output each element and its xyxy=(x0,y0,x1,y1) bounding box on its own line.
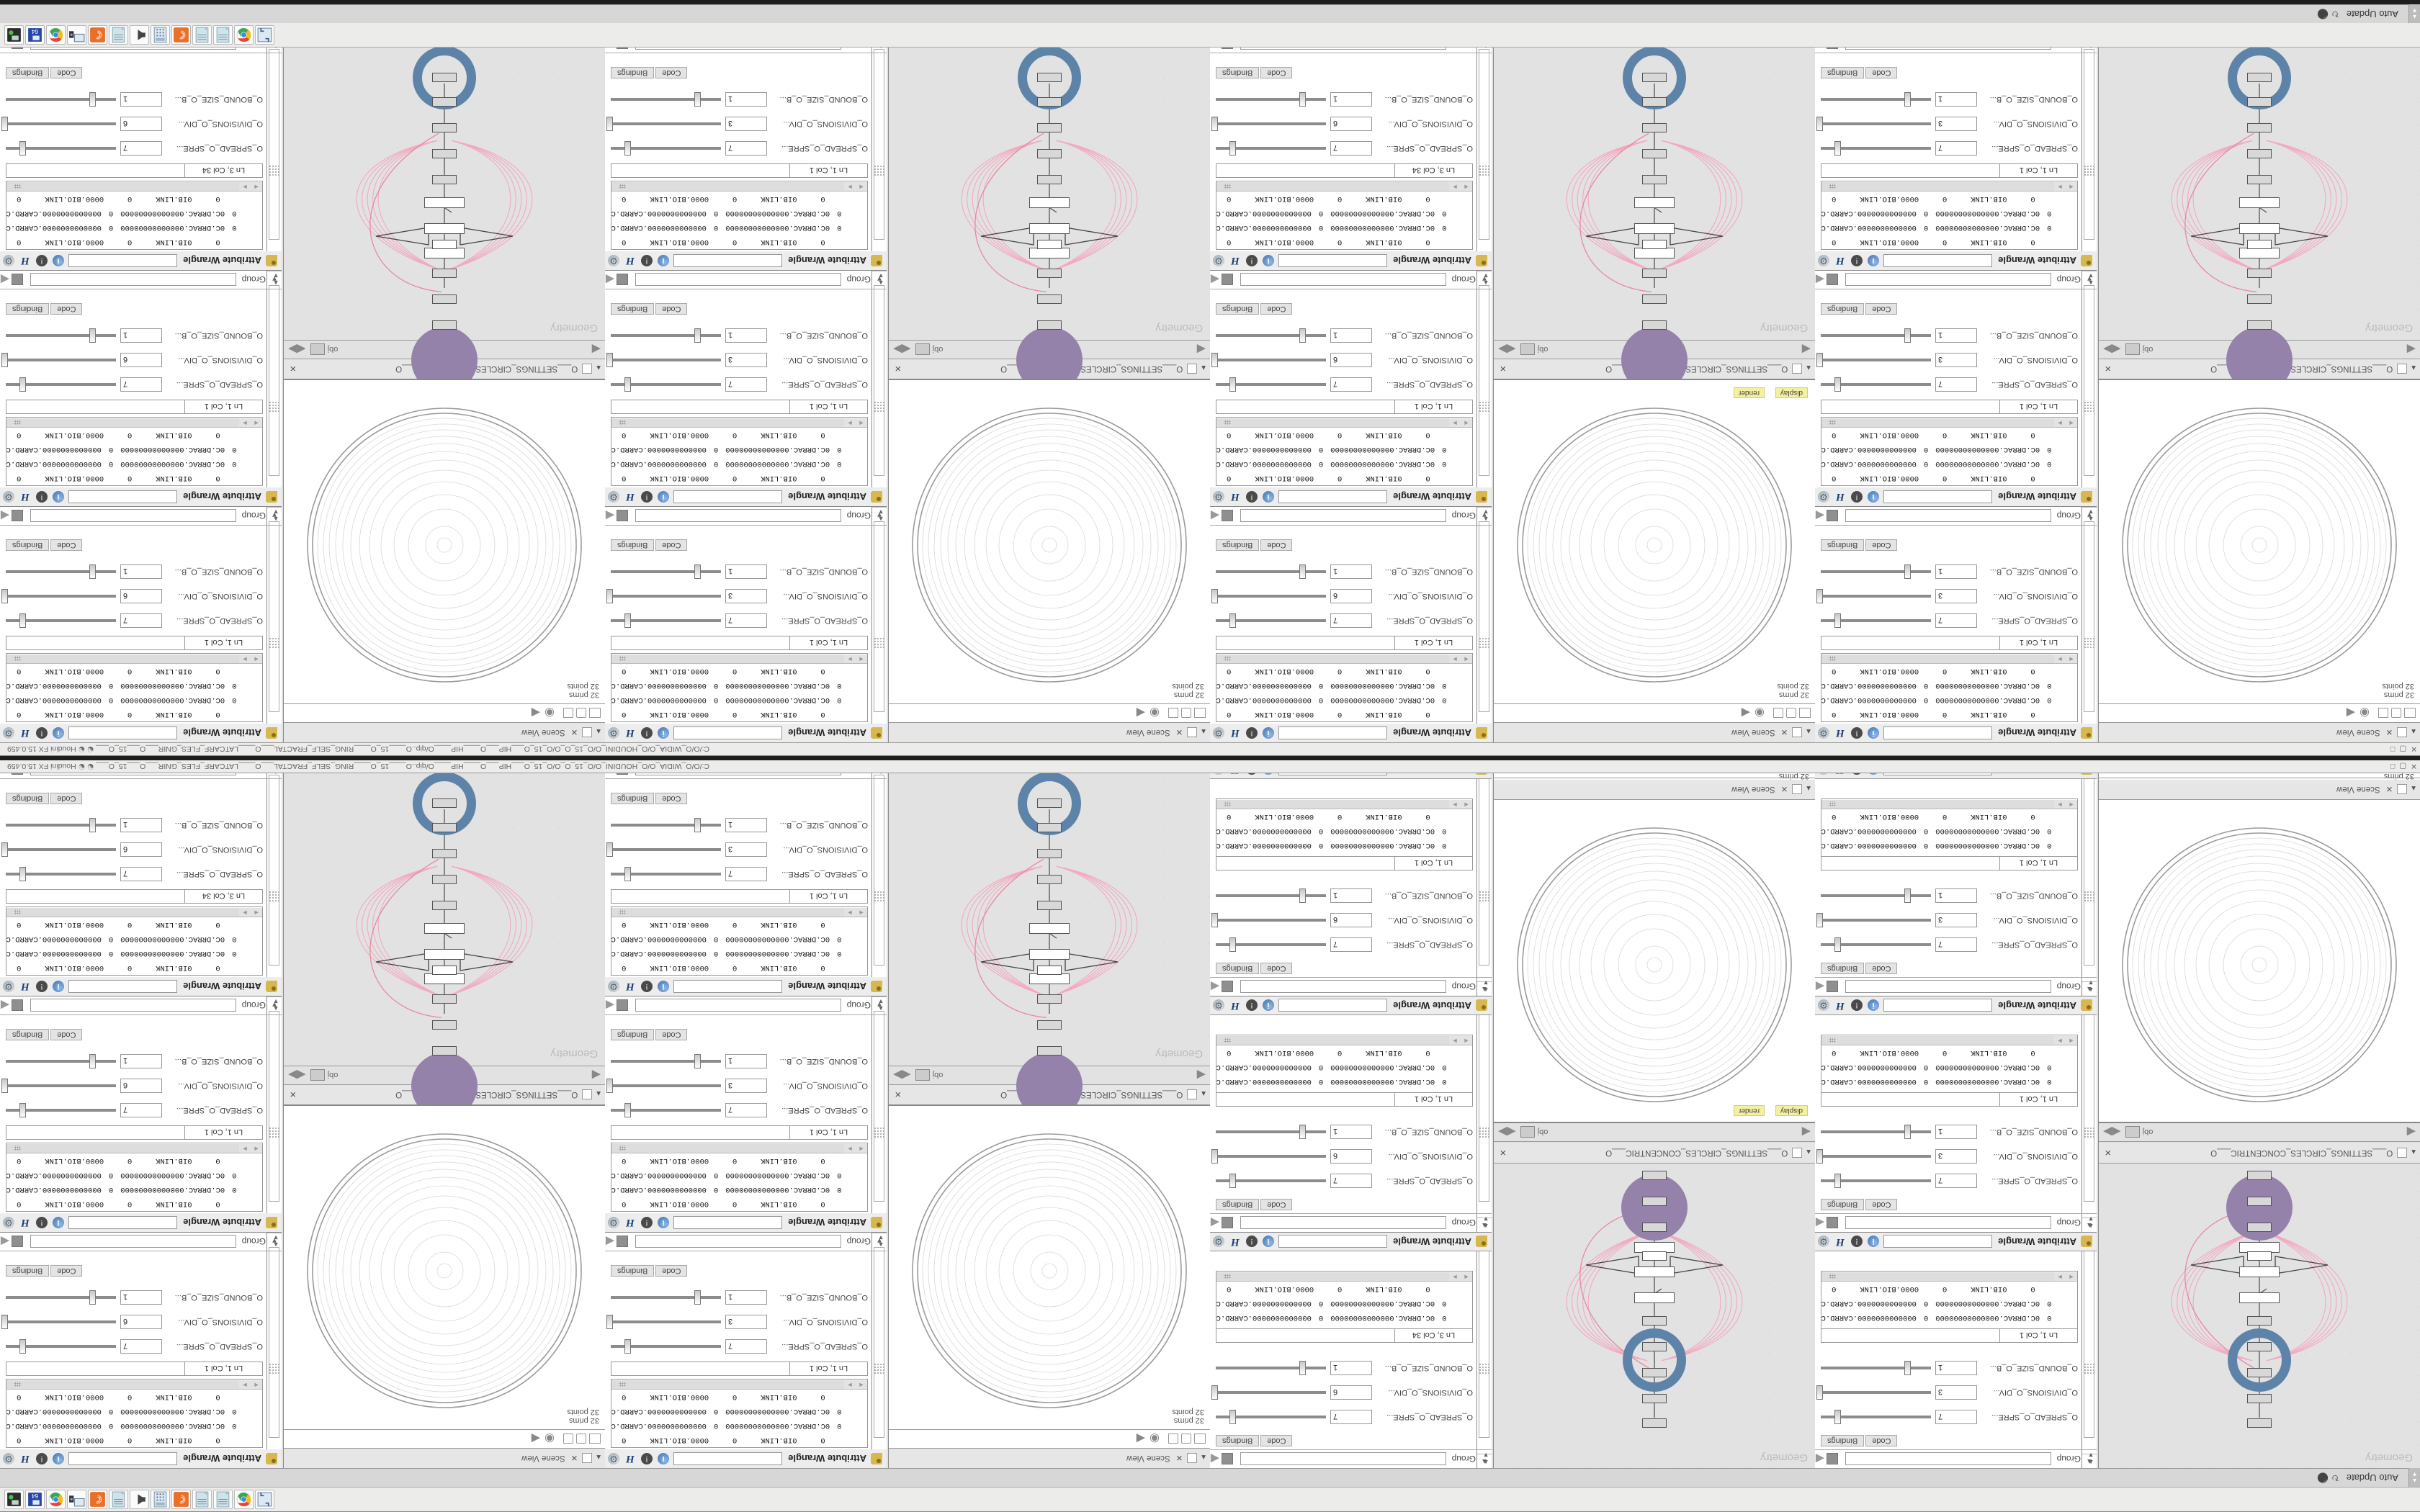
svg-text:64: 64 xyxy=(32,1493,39,1500)
svg-text:64: 64 xyxy=(32,28,39,35)
